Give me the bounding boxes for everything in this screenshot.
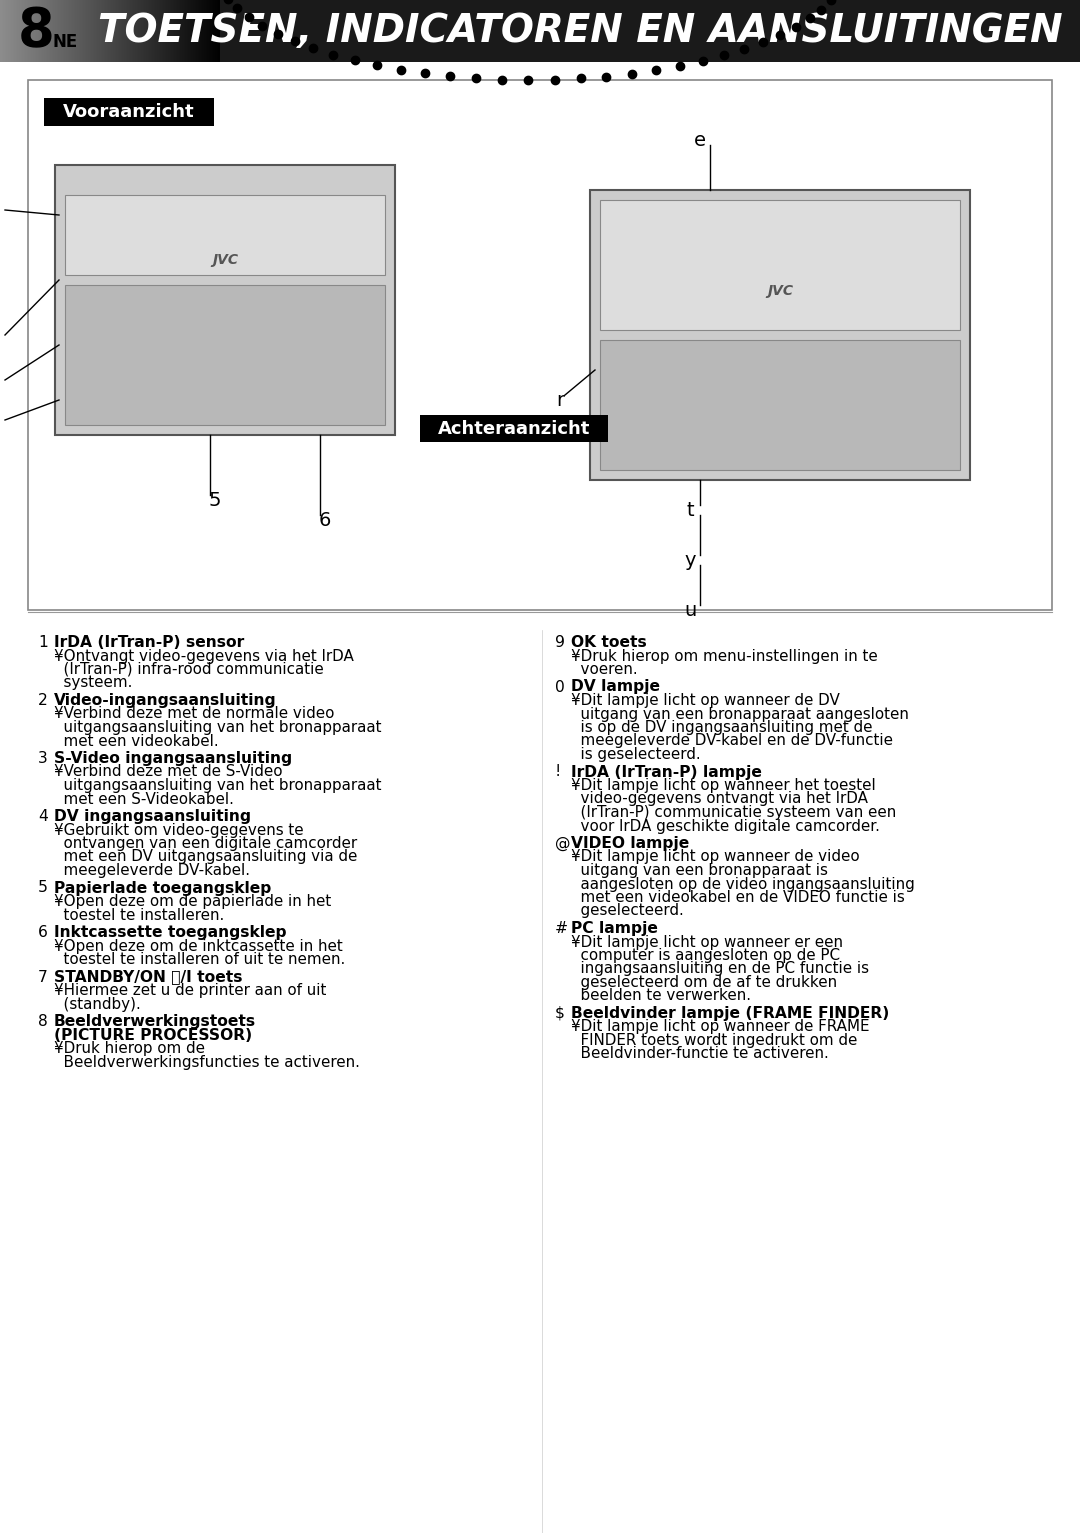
Bar <box>55 166 395 435</box>
Text: @: @ <box>555 835 570 851</box>
Bar <box>0 0 1080 61</box>
Text: ¥Verbind deze met de S-Video: ¥Verbind deze met de S-Video <box>54 765 283 779</box>
Text: ¥Dit lampje licht op wanneer er een: ¥Dit lampje licht op wanneer er een <box>571 935 843 949</box>
Text: aangesloten op de video ingangsaansluiting: aangesloten op de video ingangsaansluiti… <box>571 877 915 892</box>
Text: meegeleverde DV-kabel.: meegeleverde DV-kabel. <box>54 863 249 878</box>
Text: Beeldvinder-functie te activeren.: Beeldvinder-functie te activeren. <box>571 1047 828 1061</box>
Text: is op de DV ingangsaansluiting met de: is op de DV ingangsaansluiting met de <box>571 721 873 734</box>
Text: FINDER toets wordt ingedrukt om de: FINDER toets wordt ingedrukt om de <box>571 1033 858 1049</box>
Text: JVC: JVC <box>212 253 238 267</box>
Text: Video-ingangsaansluiting: Video-ingangsaansluiting <box>54 693 276 708</box>
Text: 6: 6 <box>38 924 48 940</box>
Text: met een videokabel.: met een videokabel. <box>54 733 218 748</box>
Text: 5: 5 <box>208 491 221 509</box>
Bar <box>590 190 970 480</box>
Text: Beeldverwerkingstoets: Beeldverwerkingstoets <box>54 1013 256 1029</box>
Text: ontvangen van een digitale camcorder: ontvangen van een digitale camcorder <box>54 835 357 851</box>
Bar <box>600 340 960 471</box>
Text: $: $ <box>555 1006 565 1021</box>
Text: voeren.: voeren. <box>571 662 637 678</box>
Bar <box>65 285 384 425</box>
Bar <box>420 415 608 442</box>
Text: ¥Dit lampje licht op wanneer de DV: ¥Dit lampje licht op wanneer de DV <box>571 693 840 708</box>
Text: beelden te verwerken.: beelden te verwerken. <box>571 989 751 1004</box>
Text: (standby).: (standby). <box>54 996 140 1012</box>
Text: is geselecteerd.: is geselecteerd. <box>571 747 701 762</box>
Text: geselecteerd.: geselecteerd. <box>571 903 684 918</box>
Text: toestel te installeren of uit te nemen.: toestel te installeren of uit te nemen. <box>54 952 346 967</box>
Text: met een videokabel en de VIDEO functie is: met een videokabel en de VIDEO functie i… <box>571 891 905 904</box>
Text: Inktcassette toegangsklep: Inktcassette toegangsklep <box>54 924 286 940</box>
Text: Beeldverwerkingsfuncties te activeren.: Beeldverwerkingsfuncties te activeren. <box>54 1055 360 1070</box>
Text: ¥Open deze om de papierlade in het: ¥Open deze om de papierlade in het <box>54 894 332 909</box>
Text: NE: NE <box>52 34 78 51</box>
Text: VIDEO lampje: VIDEO lampje <box>571 835 689 851</box>
Text: IrDA (IrTran-P) lampje: IrDA (IrTran-P) lampje <box>571 765 761 779</box>
Text: Achteraanzicht: Achteraanzicht <box>437 420 590 437</box>
Text: met een S-Videokabel.: met een S-Videokabel. <box>54 791 234 806</box>
Text: 5: 5 <box>38 880 48 895</box>
Text: toestel te installeren.: toestel te installeren. <box>54 908 225 923</box>
Text: STANDBY/ON ⏻/I toets: STANDBY/ON ⏻/I toets <box>54 969 243 984</box>
Text: ¥Ontvangt video-gegevens via het IrDA: ¥Ontvangt video-gegevens via het IrDA <box>54 648 354 664</box>
Text: IrDA (IrTran-P) sensor: IrDA (IrTran-P) sensor <box>54 635 244 650</box>
Bar <box>44 98 214 126</box>
Text: 3: 3 <box>38 751 48 766</box>
Text: ¥Open deze om de inktcassette in het: ¥Open deze om de inktcassette in het <box>54 938 342 954</box>
Text: 6: 6 <box>319 510 332 529</box>
Text: OK toets: OK toets <box>571 635 647 650</box>
Text: e: e <box>694 130 706 150</box>
Text: met een DV uitgangsaansluiting via de: met een DV uitgangsaansluiting via de <box>54 849 357 865</box>
Bar <box>28 80 1052 610</box>
Text: video-gegevens ontvangt via het IrDA: video-gegevens ontvangt via het IrDA <box>571 791 868 806</box>
Text: ingangsaansluiting en de PC functie is: ingangsaansluiting en de PC functie is <box>571 961 869 977</box>
Text: ¥Druk hierop om menu-instellingen in te: ¥Druk hierop om menu-instellingen in te <box>571 648 878 664</box>
Text: 9: 9 <box>555 635 565 650</box>
Text: TOETSEN, INDICATOREN EN AANSLUITINGEN: TOETSEN, INDICATOREN EN AANSLUITINGEN <box>97 12 1063 51</box>
Text: uitgang van een bronapparaat aangesloten: uitgang van een bronapparaat aangesloten <box>571 707 909 722</box>
Text: Beeldvinder lampje (FRAME FINDER): Beeldvinder lampje (FRAME FINDER) <box>571 1006 889 1021</box>
Text: DV ingangsaansluiting: DV ingangsaansluiting <box>54 809 251 825</box>
Bar <box>600 199 960 330</box>
Text: DV lampje: DV lampje <box>571 679 660 694</box>
Text: voor IrDA geschikte digitale camcorder.: voor IrDA geschikte digitale camcorder. <box>571 819 880 834</box>
Text: u: u <box>684 601 697 619</box>
Text: PC lampje: PC lampje <box>571 921 658 937</box>
Text: t: t <box>686 500 693 520</box>
Text: 2: 2 <box>38 693 48 708</box>
Text: ¥Gebruikt om video-gegevens te: ¥Gebruikt om video-gegevens te <box>54 823 303 837</box>
Text: #: # <box>555 921 568 937</box>
Text: ¥Verbind deze met de normale video: ¥Verbind deze met de normale video <box>54 707 335 722</box>
Text: geselecteerd om de af te drukken: geselecteerd om de af te drukken <box>571 975 837 990</box>
Text: Papierlade toegangsklep: Papierlade toegangsklep <box>54 880 271 895</box>
Bar <box>65 195 384 274</box>
Text: (IrTran-P) infra-rood communicatie: (IrTran-P) infra-rood communicatie <box>54 662 324 678</box>
Text: r: r <box>556 391 564 409</box>
Text: 0: 0 <box>555 679 565 694</box>
Text: ¥Dit lampje licht op wanneer het toestel: ¥Dit lampje licht op wanneer het toestel <box>571 779 876 793</box>
Text: 1: 1 <box>38 635 48 650</box>
Text: S-Video ingangsaansluiting: S-Video ingangsaansluiting <box>54 751 292 766</box>
Text: 8: 8 <box>38 1013 48 1029</box>
Text: 8: 8 <box>18 5 55 57</box>
Text: (PICTURE PROCESSOR): (PICTURE PROCESSOR) <box>54 1027 253 1042</box>
Text: systeem.: systeem. <box>54 676 133 690</box>
Text: ¥Hiermee zet u de printer aan of uit: ¥Hiermee zet u de printer aan of uit <box>54 983 326 998</box>
Text: uitgangsaansluiting van het bronapparaat: uitgangsaansluiting van het bronapparaat <box>54 779 381 793</box>
Text: 4: 4 <box>38 809 48 825</box>
Text: meegeleverde DV-kabel en de DV-functie: meegeleverde DV-kabel en de DV-functie <box>571 733 893 748</box>
Text: y: y <box>685 550 696 569</box>
Text: ¥Dit lampje licht op wanneer de video: ¥Dit lampje licht op wanneer de video <box>571 849 860 865</box>
Text: Vooraanzicht: Vooraanzicht <box>64 103 194 121</box>
Text: ¥Dit lampje licht op wanneer de FRAME: ¥Dit lampje licht op wanneer de FRAME <box>571 1019 869 1035</box>
Text: ¥Druk hierop om de: ¥Druk hierop om de <box>54 1041 205 1056</box>
Text: uitgang van een bronapparaat is: uitgang van een bronapparaat is <box>571 863 828 878</box>
Text: 7: 7 <box>38 969 48 984</box>
Text: !: ! <box>555 765 562 779</box>
Text: (IrTran-P) communicatie systeem van een: (IrTran-P) communicatie systeem van een <box>571 805 896 820</box>
Text: uitgangsaansluiting van het bronapparaat: uitgangsaansluiting van het bronapparaat <box>54 721 381 734</box>
Text: JVC: JVC <box>767 285 793 299</box>
Text: computer is aangesloten op de PC: computer is aangesloten op de PC <box>571 947 840 963</box>
